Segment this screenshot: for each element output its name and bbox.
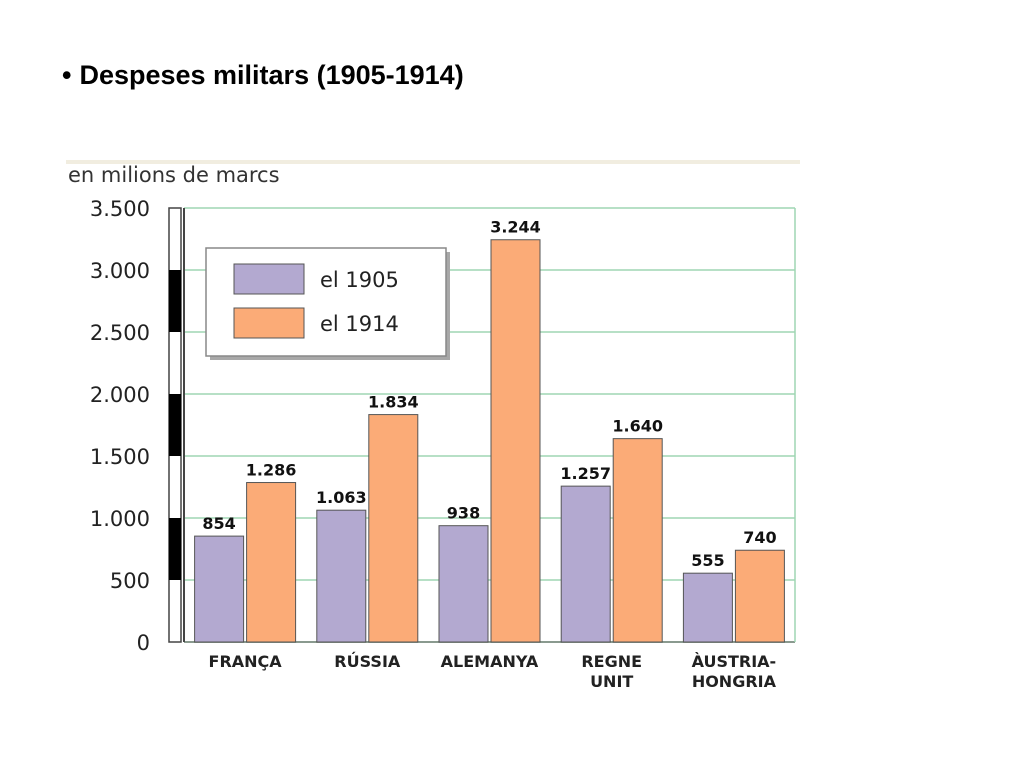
bar-el-1905 (682, 572, 733, 643)
category-label: ÀUSTRIA- (692, 652, 777, 671)
value-label: 1.834 (368, 393, 419, 412)
value-label: 1.257 (560, 464, 611, 483)
legend: el 1905 el 1914 (205, 247, 450, 360)
title-text: Despeses militars (1905-1914) (79, 60, 464, 90)
bar-el-1905 (560, 485, 611, 643)
category-label: ALEMANYA (441, 652, 539, 671)
unit-label: en milions de marcs (68, 163, 280, 187)
slide-title: • Despeses militars (1905-1914) (62, 60, 464, 91)
bar-el-1914 (246, 482, 297, 643)
y-tick-label: 1.000 (90, 507, 150, 531)
value-label: 555 (691, 551, 724, 570)
value-label: 1.286 (246, 461, 297, 480)
category-label: FRANÇA (209, 652, 283, 671)
ruler-segment (169, 270, 181, 332)
value-label: 938 (447, 504, 480, 523)
legend-label: el 1905 (320, 268, 399, 292)
category-label: RÚSSIA (334, 652, 401, 671)
chart-top-strip (66, 160, 800, 164)
value-label: 854 (202, 514, 235, 533)
ruler-segment (169, 394, 181, 456)
value-label: 1.640 (612, 417, 663, 436)
ruler-segment (169, 518, 181, 580)
y-tick-label: 0 (137, 631, 150, 655)
y-tick-label: 500 (110, 569, 150, 593)
bars (194, 239, 785, 643)
bar-el-1914 (734, 549, 785, 643)
category-label: UNIT (590, 672, 633, 691)
legend-swatch (233, 263, 305, 295)
legend-label: el 1914 (320, 312, 399, 336)
value-label: 740 (743, 528, 776, 547)
legend-swatch (233, 307, 305, 339)
bar-el-1914 (490, 239, 541, 643)
y-tick-label: 3.000 (90, 259, 150, 283)
bar-el-1914 (612, 438, 663, 643)
bar-el-1905 (194, 535, 245, 643)
bar-el-1914 (368, 414, 419, 643)
y-axis-ruler (168, 207, 185, 643)
y-tick-labels: 0 500 1.000 1.500 2.000 2.500 3.000 3.500 (90, 197, 150, 655)
category-label: HONGRIA (692, 672, 777, 691)
y-tick-label: 1.500 (90, 445, 150, 469)
title-bullet: • (62, 60, 72, 90)
y-tick-label: 3.500 (90, 197, 150, 221)
value-labels: 854 1.286 1.063 1.834 938 3.244 1.257 1.640 555 7… (202, 218, 776, 570)
value-label: 3.244 (490, 218, 541, 237)
bar-el-1905 (316, 509, 367, 643)
y-tick-label: 2.000 (90, 383, 150, 407)
y-tick-label: 2.500 (90, 321, 150, 345)
bar-el-1905 (438, 525, 489, 643)
value-label: 1.063 (316, 488, 367, 507)
category-label: REGNE (581, 652, 642, 671)
